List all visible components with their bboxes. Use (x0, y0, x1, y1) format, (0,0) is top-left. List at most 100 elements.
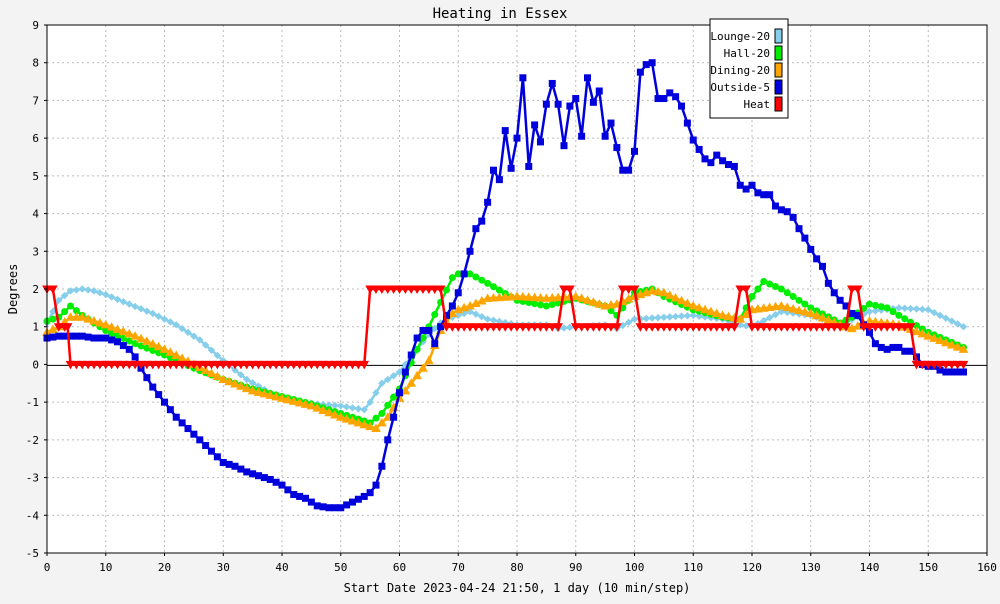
data-point-dining-20 (218, 374, 229, 384)
data-point-heat (494, 323, 505, 332)
y-tick-label: 1 (32, 321, 39, 334)
data-point-dining-20 (776, 300, 787, 310)
data-point-outside-5 (789, 213, 797, 221)
x-tick-label: 10 (99, 561, 112, 574)
data-point-heat (382, 285, 393, 295)
data-point-dining-20 (952, 342, 963, 351)
data-point-outside-5 (725, 161, 732, 169)
data-point-heat (541, 323, 552, 332)
data-point-heat (236, 360, 246, 370)
data-point-dining-20 (147, 339, 158, 348)
x-tick-label: 30 (217, 561, 230, 574)
data-point-lounge-20 (431, 324, 439, 333)
data-point-dining-20 (335, 412, 346, 421)
data-point-heat (635, 323, 646, 332)
data-point-hall-20 (537, 301, 544, 309)
data-point-heat (153, 360, 164, 370)
data-point-heat (136, 360, 146, 370)
data-point-dining-20 (811, 310, 822, 320)
data-point-heat (847, 285, 857, 295)
data-point-dining-20 (200, 365, 211, 374)
data-point-heat (941, 360, 951, 370)
x-tick-label: 20 (158, 561, 171, 574)
data-point-heat (700, 323, 710, 332)
data-point-heat (265, 360, 276, 370)
data-point-hall-20 (748, 293, 756, 301)
data-point-dining-20 (65, 312, 76, 321)
data-point-outside-5 (307, 498, 315, 506)
data-point-heat (835, 323, 845, 332)
data-point-outside-5 (313, 502, 321, 510)
data-point-outside-5 (877, 343, 885, 351)
data-point-outside-5 (119, 342, 127, 350)
data-point-heat (62, 323, 73, 332)
data-point-lounge-20 (865, 307, 874, 316)
data-point-heat (946, 360, 957, 370)
data-point-outside-5 (296, 492, 304, 500)
data-point-heat (711, 323, 722, 332)
data-point-dining-20 (347, 415, 358, 425)
data-point-dining-20 (265, 390, 276, 399)
data-point-heat (406, 285, 417, 295)
data-point-heat (294, 360, 305, 370)
data-point-dining-20 (670, 293, 681, 302)
data-point-hall-20 (443, 286, 450, 294)
data-point-lounge-20 (924, 306, 932, 314)
data-point-outside-5 (589, 98, 597, 106)
data-point-outside-5 (572, 95, 580, 103)
data-point-outside-5 (384, 436, 392, 444)
data-point-heat (271, 360, 281, 370)
data-point-heat (159, 360, 170, 370)
data-point-outside-5 (713, 151, 721, 159)
data-point-heat (241, 360, 252, 370)
data-point-dining-20 (482, 293, 493, 302)
data-point-heat (95, 360, 105, 370)
data-point-dining-20 (406, 378, 417, 387)
data-point-outside-5 (354, 495, 362, 503)
data-point-heat (283, 360, 293, 370)
data-point-hall-20 (542, 302, 550, 310)
data-point-dining-20 (418, 363, 428, 372)
data-point-heat (100, 360, 111, 370)
data-point-dining-20 (700, 304, 710, 314)
data-point-outside-5 (495, 176, 503, 184)
data-point-dining-20 (741, 309, 751, 318)
legend-swatch (774, 79, 783, 95)
data-point-heat (670, 323, 681, 332)
data-point-lounge-20 (395, 368, 404, 376)
data-point-dining-20 (324, 407, 334, 417)
data-point-lounge-20 (560, 324, 568, 332)
data-point-outside-5 (578, 132, 586, 140)
data-point-lounge-20 (918, 305, 927, 314)
data-point-outside-5 (948, 368, 956, 376)
data-point-hall-20 (495, 286, 503, 294)
data-point-outside-5 (777, 206, 785, 214)
data-point-outside-5 (772, 202, 779, 210)
data-point-heat (888, 323, 898, 332)
data-point-heat (341, 360, 352, 370)
data-point-hall-20 (866, 300, 873, 308)
data-point-dining-20 (353, 417, 364, 427)
data-point-heat (647, 323, 657, 332)
data-point-outside-5 (448, 302, 456, 310)
data-point-dining-20 (535, 293, 546, 302)
data-point-lounge-20 (901, 304, 909, 312)
data-point-dining-20 (805, 308, 816, 318)
data-point-dining-20 (917, 328, 928, 338)
data-point-outside-5 (184, 425, 192, 433)
data-point-outside-5 (472, 225, 480, 233)
data-point-outside-5 (595, 87, 603, 95)
data-point-heat (106, 360, 117, 370)
legend-label: Lounge-20 (710, 30, 770, 43)
data-point-heat (365, 285, 375, 295)
data-point-heat (659, 323, 669, 332)
data-point-heat (165, 360, 176, 370)
data-point-dining-20 (911, 326, 922, 336)
data-point-dining-20 (412, 370, 422, 380)
data-point-heat (829, 323, 840, 332)
data-point-outside-5 (237, 465, 245, 473)
x-tick-label: 120 (742, 561, 762, 574)
data-point-heat (89, 360, 99, 370)
y-tick-label: 6 (32, 132, 39, 145)
data-point-heat (465, 323, 475, 332)
